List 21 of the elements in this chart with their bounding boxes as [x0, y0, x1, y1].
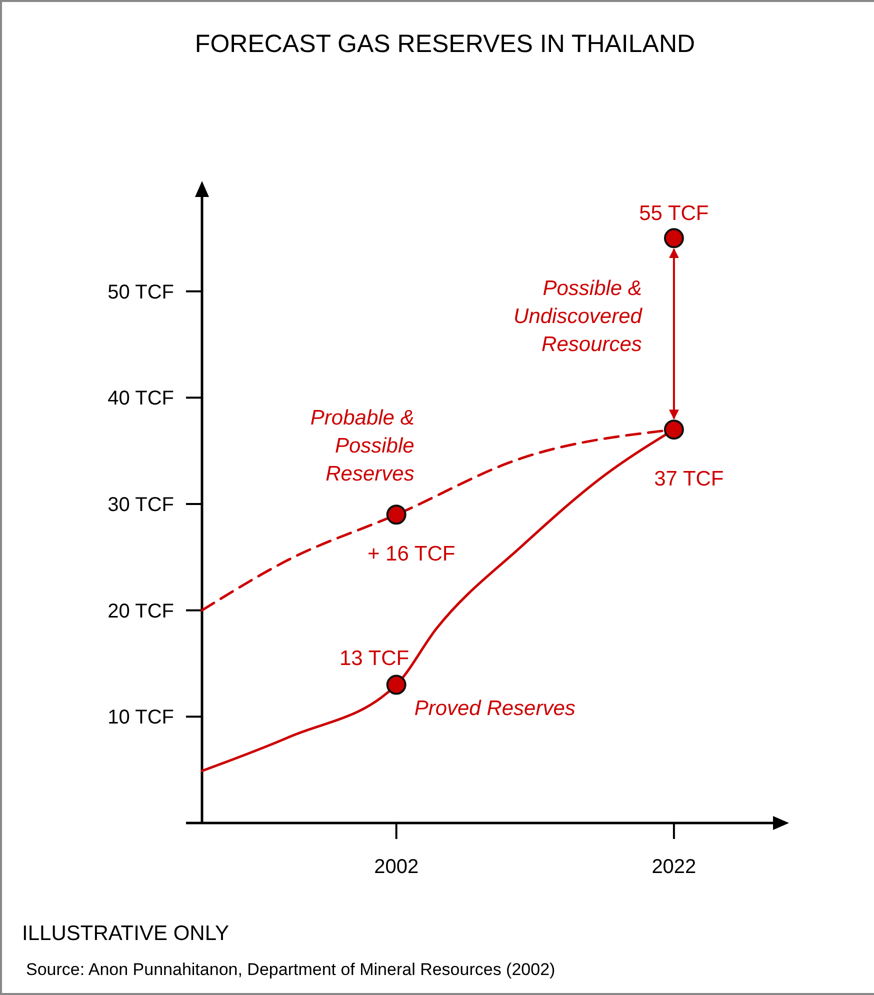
y-tick-label: 10 TCF [108, 706, 174, 729]
annotation: Possible & Undiscovered Resources [514, 277, 644, 356]
data-label: 13 TCF [340, 646, 410, 670]
source-note: Source: Anon Punnahitanon, Department of Mineral Resources (2002) [26, 960, 556, 979]
point [664, 228, 684, 248]
text: ILLUSTRATIVE ONLY [22, 922, 229, 945]
series-label: Probable & Possible Reserves [310, 406, 415, 486]
series-label: Proved Reserves [414, 696, 576, 720]
y-tick-label: 20 TCF [108, 600, 174, 622]
annotation: + 16 TCF [367, 542, 456, 566]
point [664, 420, 684, 440]
point [386, 674, 406, 695]
x-tick-label: 2002 [374, 856, 419, 878]
x-tick-label: 2022 [652, 856, 696, 878]
point [386, 504, 406, 525]
data-label: 55 TCF [639, 202, 709, 226]
y-tick-label: 30 TCF [108, 494, 174, 516]
chart-title: FORECAST GAS RESERVES IN THAILAND [194, 30, 696, 58]
y-tick-label: 40 TCF [108, 388, 174, 410]
data-label: 37 TCF [654, 468, 724, 491]
y-tick-label: 50 TCF [108, 281, 174, 304]
